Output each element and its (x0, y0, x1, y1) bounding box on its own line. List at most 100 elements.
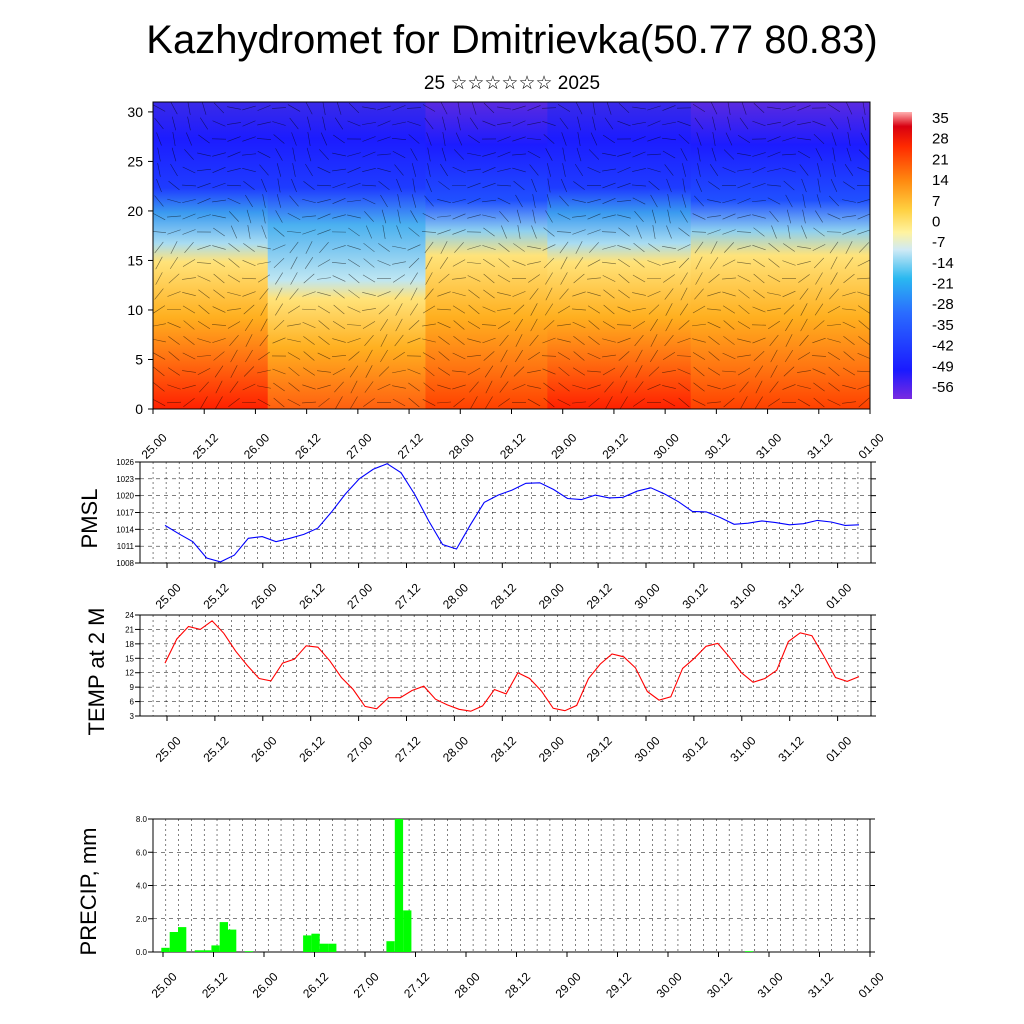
wind-barb (319, 149, 329, 160)
wind-barb (588, 320, 600, 330)
wind-barb (707, 321, 721, 329)
pmsl-panel-xtick-label: 29.00 (536, 580, 567, 611)
wind-barb (153, 323, 166, 327)
wind-barb (813, 397, 825, 408)
wind-barb (242, 153, 256, 156)
wind-barb (468, 134, 480, 144)
precip-panel-xtick-label: 29.00 (553, 969, 584, 1000)
wind-barb (605, 396, 613, 409)
colorbar-label: -7 (932, 234, 945, 251)
wind-barb (379, 318, 389, 332)
wind-barb (302, 384, 316, 390)
wind-barb (276, 163, 282, 177)
wind-barb (287, 398, 301, 407)
wind-barb (212, 214, 226, 219)
wind-barb (727, 116, 731, 131)
wind-barb (785, 194, 793, 208)
wind-barb (722, 384, 736, 390)
wind-barb (153, 104, 166, 112)
wind-barb (767, 197, 781, 205)
wind-barb (681, 194, 687, 208)
wind-barb (394, 164, 404, 176)
wind-barb (842, 308, 856, 311)
wind-barb (166, 308, 182, 311)
wind-barb (562, 147, 566, 162)
wind-barb (557, 104, 571, 112)
wind-barb (287, 104, 301, 112)
wind-barb (573, 336, 585, 345)
wind-barb (723, 149, 735, 160)
wind-barb (469, 381, 479, 393)
wind-barb (317, 384, 331, 390)
wind-barb (501, 225, 507, 239)
wind-barb (393, 351, 405, 361)
wind-barb (559, 288, 569, 300)
wind-barb (272, 337, 286, 344)
wind-barb (737, 367, 751, 376)
wind-barb (767, 106, 781, 110)
heatmap-xtick-label: 30.00 (651, 430, 682, 461)
wind-barb (648, 304, 660, 315)
wind-barb (858, 242, 870, 253)
wind-barb (452, 166, 466, 174)
wind-barb (169, 256, 179, 270)
wind-barb (437, 384, 451, 390)
wind-barb (737, 354, 751, 358)
wind-barb (815, 210, 823, 223)
wind-barb (291, 178, 297, 193)
wind-barb (333, 304, 345, 315)
wind-barb (422, 213, 436, 220)
wind-barb (157, 163, 161, 177)
wind-barb (332, 275, 346, 282)
wind-barb (362, 274, 376, 283)
wind-barb (767, 121, 781, 126)
pmsl-panel-ytick-label: 1008 (116, 559, 134, 568)
wind-barb (663, 274, 675, 283)
wind-barb (288, 366, 300, 377)
pmsl-panel-ytick-label: 1017 (116, 509, 134, 518)
wind-barb (545, 210, 553, 223)
wind-barb (678, 134, 690, 144)
wind-barb (770, 365, 778, 378)
wind-barb (364, 211, 374, 222)
wind-barb (153, 382, 165, 392)
wind-barb (828, 195, 840, 207)
wind-barb (483, 289, 495, 299)
wind-barb (844, 257, 854, 269)
wind-barb (361, 184, 377, 187)
wind-barb (799, 288, 809, 300)
wind-barb (542, 337, 556, 344)
pmsl-panel-xtick-label: 01.00 (823, 580, 854, 611)
wind-barb (602, 367, 616, 376)
temp-panel-ytick-label: 18 (125, 640, 134, 649)
wind-barb (396, 178, 402, 193)
wind-barb (395, 303, 403, 316)
wind-barb (711, 147, 717, 162)
wind-barb (632, 106, 646, 110)
wind-barb (289, 288, 299, 300)
wind-barb (707, 229, 721, 235)
wind-barb (437, 367, 451, 376)
wind-barb (318, 397, 330, 408)
wind-barb (348, 273, 360, 284)
wind-barb (317, 213, 331, 220)
wind-barb (408, 257, 420, 269)
pmsl-panel-xtick-label: 28.12 (488, 580, 519, 611)
wind-barb (425, 256, 433, 270)
wind-barb (245, 349, 253, 363)
wind-barb (381, 209, 387, 224)
wind-barb (662, 150, 676, 159)
wind-barb (617, 167, 631, 173)
wind-barb (632, 320, 646, 330)
wind-barb (197, 214, 211, 219)
wind-barb (378, 304, 390, 315)
wind-barb (602, 321, 616, 329)
wind-barb (527, 245, 541, 250)
wind-barb (200, 396, 208, 409)
wind-barb (467, 152, 481, 157)
wind-barb (455, 132, 463, 146)
wind-barb (441, 147, 447, 162)
wind-barb (801, 225, 807, 239)
wind-barb (603, 304, 615, 315)
wind-barb (439, 257, 449, 269)
